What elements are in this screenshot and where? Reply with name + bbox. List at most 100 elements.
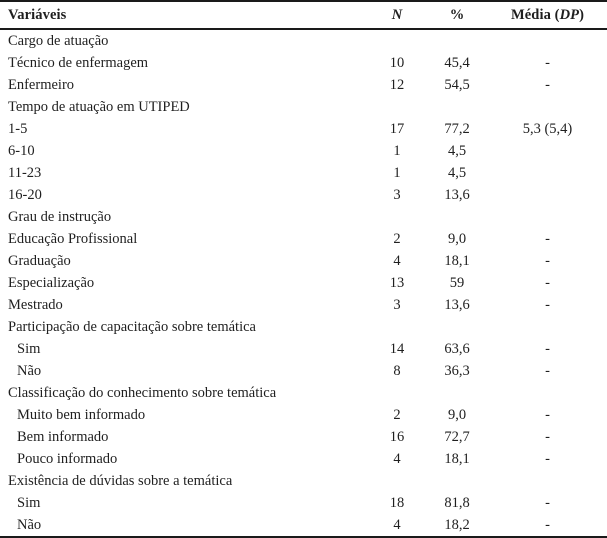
row-label: Bem informado: [17, 428, 109, 445]
cell-pct: [426, 382, 488, 404]
cell-pct: 18,2: [444, 516, 470, 533]
column-header-media-paren: DP: [559, 6, 580, 23]
cell-media: -: [545, 274, 550, 291]
row-label: Educação Profissional: [8, 230, 138, 247]
cell-variable: Não: [0, 514, 368, 537]
cell-n: 1: [393, 142, 401, 159]
cell-media: 5,3 (5,4): [522, 120, 573, 137]
cell-variable: 11-23: [0, 162, 368, 184]
table-row: Pouco informado 4 18,1 -: [0, 448, 607, 470]
row-label: Técnico de enfermagem: [8, 54, 149, 71]
cell-n: 8: [393, 362, 401, 379]
cell-pct: 4,5: [447, 164, 467, 181]
row-label: Cargo de atuação: [8, 32, 109, 49]
cell-pct: 72,7: [444, 428, 470, 445]
cell-pct: 45,4: [444, 54, 470, 71]
table-body: Cargo de atuação Técnico de enfermagem 1…: [0, 29, 607, 537]
column-header-pct: %: [426, 1, 488, 30]
row-label: Tempo de atuação em UTIPED: [8, 98, 190, 115]
cell-media: -: [545, 76, 550, 93]
cell-n: 12: [389, 76, 405, 93]
cell-pct: [426, 29, 488, 52]
cell-pct: 54,5: [444, 76, 470, 93]
cell-variable: 16-20: [0, 184, 368, 206]
table-row: Enfermeiro 12 54,5 -: [0, 74, 607, 96]
cell-pct: 18,1: [444, 450, 470, 467]
table-section-row: Existência de dúvidas sobre a temática: [0, 470, 607, 492]
cell-n: [368, 382, 426, 404]
row-label: 11-23: [8, 164, 42, 181]
cell-n: 4: [393, 252, 401, 269]
cell-variable: Existência de dúvidas sobre a temática: [0, 470, 368, 492]
cell-variable: Sim: [0, 492, 368, 514]
cell-pct: 9,0: [447, 230, 467, 247]
cell-variable: Educação Profissional: [0, 228, 368, 250]
cell-n: [368, 206, 426, 228]
cell-variable: Especialização: [0, 272, 368, 294]
column-header-media: Média (DP): [488, 1, 607, 30]
row-label: Classificação do conhecimento sobre temá…: [8, 384, 277, 401]
row-label: Grau de instrução: [8, 208, 112, 225]
table-row: Mestrado 3 13,6 -: [0, 294, 607, 316]
table-row: Não 4 18,2 -: [0, 514, 607, 537]
cell-media: [488, 206, 607, 228]
cell-pct: [426, 206, 488, 228]
row-label: Sim: [17, 494, 41, 511]
cell-media: -: [545, 406, 550, 423]
cell-media: [488, 382, 607, 404]
header-row: Variáveis N % Média (DP): [0, 1, 607, 30]
cell-pct: 59: [449, 274, 465, 291]
table-section-row: Tempo de atuação em UTIPED: [0, 96, 607, 118]
row-label: Existência de dúvidas sobre a temática: [8, 472, 233, 489]
table-row: Sim 18 81,8 -: [0, 492, 607, 514]
row-label: 6-10: [8, 142, 35, 159]
row-label: Participação de capacitação sobre temáti…: [8, 318, 256, 335]
row-label: Sim: [17, 340, 41, 357]
cell-media: -: [545, 252, 550, 269]
row-label: 1-5: [8, 120, 28, 137]
cell-n: 17: [389, 120, 405, 137]
cell-pct: 81,8: [444, 494, 470, 511]
row-label: Não: [17, 362, 42, 379]
cell-n: 2: [393, 230, 401, 247]
cell-variable: Não: [0, 360, 368, 382]
cell-media: -: [545, 296, 550, 313]
cell-variable: Mestrado: [0, 294, 368, 316]
cell-pct: [426, 316, 488, 338]
table-row: Sim 14 63,6 -: [0, 338, 607, 360]
row-label: Especialização: [8, 274, 95, 291]
cell-n: [368, 470, 426, 492]
cell-pct: 4,5: [447, 142, 467, 159]
table-row: Bem informado 16 72,7 -: [0, 426, 607, 448]
table-row: 1-5 17 77,2 5,3 (5,4): [0, 118, 607, 140]
cell-media: [488, 162, 607, 184]
cell-variable: 1-5: [0, 118, 368, 140]
cell-variable: Graduação: [0, 250, 368, 272]
column-header-variaveis: Variáveis: [0, 1, 368, 30]
cell-media: -: [545, 362, 550, 379]
cell-media: [488, 140, 607, 162]
cell-n: [368, 29, 426, 52]
cell-n: 13: [389, 274, 405, 291]
cell-media: -: [545, 450, 550, 467]
cell-media: -: [545, 428, 550, 445]
cell-media: [488, 470, 607, 492]
cell-n: 3: [393, 296, 401, 313]
cell-variable: Bem informado: [0, 426, 368, 448]
cell-pct: 18,1: [444, 252, 470, 269]
cell-variable: Sim: [0, 338, 368, 360]
cell-pct: 13,6: [444, 186, 470, 203]
cell-n: 18: [389, 494, 405, 511]
cell-media: -: [545, 340, 550, 357]
cell-n: 16: [389, 428, 405, 445]
cell-pct: 63,6: [444, 340, 470, 357]
cell-variable: Tempo de atuação em UTIPED: [0, 96, 368, 118]
row-label: Não: [17, 516, 42, 533]
table-row: Especialização 13 59 -: [0, 272, 607, 294]
cell-variable: Cargo de atuação: [0, 29, 368, 52]
cell-variable: Muito bem informado: [0, 404, 368, 426]
cell-n: 1: [393, 164, 401, 181]
table-row: 11-23 1 4,5: [0, 162, 607, 184]
cell-media: [488, 96, 607, 118]
